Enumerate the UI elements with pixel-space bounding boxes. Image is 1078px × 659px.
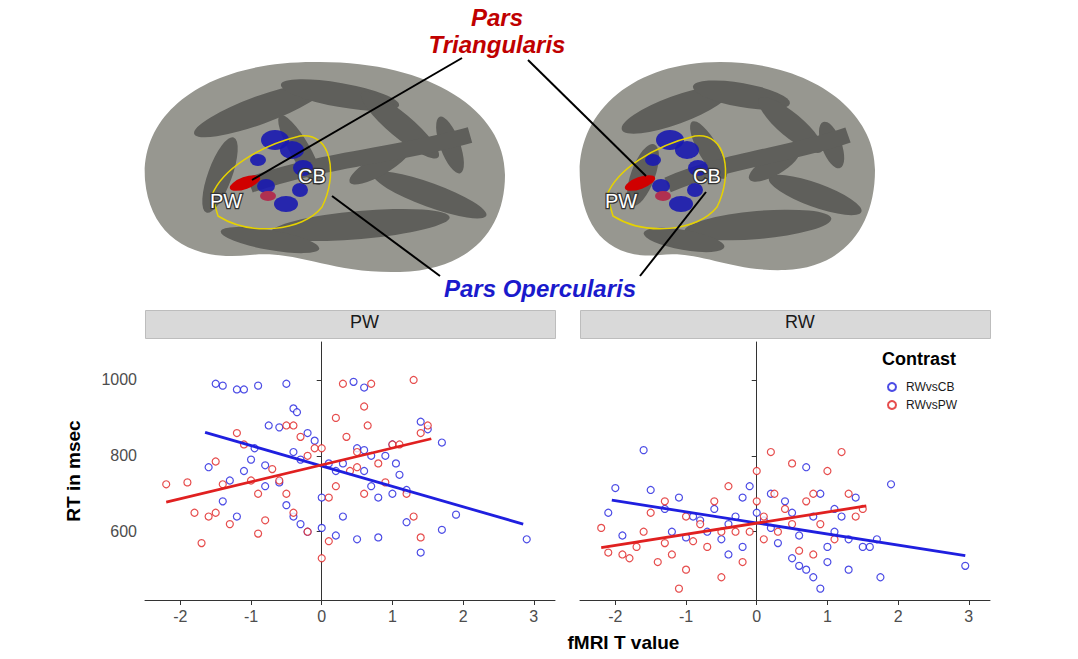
svg-text:3: 3 (964, 608, 973, 625)
svg-text:Pars Opercularis: Pars Opercularis (444, 275, 636, 302)
svg-text:Contrast: Contrast (882, 349, 956, 369)
svg-text:1000: 1000 (101, 371, 137, 388)
svg-text:Pars: Pars (471, 4, 523, 31)
svg-text:CB: CB (693, 165, 721, 187)
svg-text:-1: -1 (244, 608, 258, 625)
svg-text:2: 2 (459, 608, 468, 625)
svg-text:600: 600 (110, 523, 137, 540)
svg-text:2: 2 (894, 608, 903, 625)
svg-text:1: 1 (388, 608, 397, 625)
svg-text:RW: RW (785, 312, 815, 332)
svg-text:CB: CB (298, 165, 326, 187)
svg-text:fMRI T value: fMRI T value (567, 632, 679, 653)
svg-text:0: 0 (752, 608, 761, 625)
svg-text:-1: -1 (679, 608, 693, 625)
svg-text:RWvsPW: RWvsPW (906, 398, 958, 412)
svg-text:PW: PW (605, 190, 637, 212)
svg-text:0: 0 (317, 608, 326, 625)
svg-text:-2: -2 (173, 608, 187, 625)
svg-text:RT in msec: RT in msec (63, 420, 84, 522)
svg-text:1: 1 (823, 608, 832, 625)
svg-text:RWvsCB: RWvsCB (906, 380, 954, 394)
svg-text:3: 3 (529, 608, 538, 625)
svg-text:800: 800 (110, 447, 137, 464)
svg-text:PW: PW (350, 312, 379, 332)
svg-text:-2: -2 (608, 608, 622, 625)
svg-text:Triangularis: Triangularis (429, 31, 566, 58)
svg-text:PW: PW (210, 190, 242, 212)
